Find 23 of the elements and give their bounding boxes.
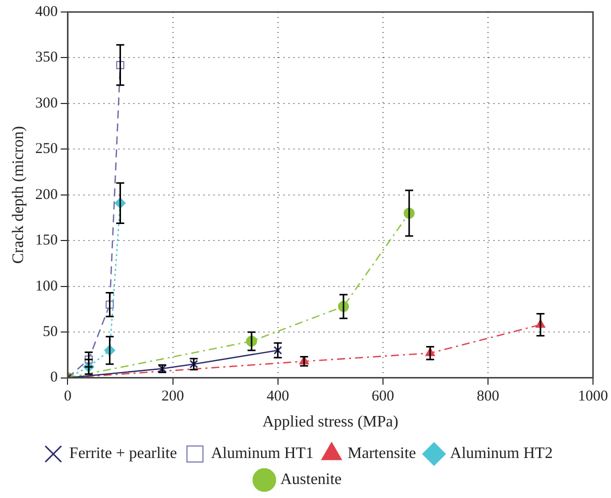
y-tick-label: 300 <box>35 95 58 112</box>
y-tick-label: 400 <box>35 4 58 20</box>
y-tick-label: 0 <box>50 370 58 386</box>
x-tick-label: 1000 <box>578 388 608 405</box>
y-tick-label: 250 <box>35 141 58 158</box>
x-axis-title: Applied stress (MPa) <box>262 414 398 431</box>
legend-label: Aluminum HT1 <box>210 445 314 462</box>
x-tick-label: 200 <box>162 388 184 405</box>
y-tick-label: 50 <box>42 324 58 340</box>
point <box>274 346 282 355</box>
x-tick-label: 400 <box>266 388 290 405</box>
legend-label: Aluminum HT2 <box>450 445 553 462</box>
legend-label: Martensite <box>348 445 416 462</box>
x-tick-label: 800 <box>476 388 500 405</box>
x-tick-label: 0 <box>64 388 72 405</box>
y-tick-label: 200 <box>35 186 58 203</box>
y-tick-label: 100 <box>35 278 58 294</box>
legend-label: Ferrite + pearlite <box>69 445 177 462</box>
y-tick-label: 150 <box>35 232 58 249</box>
legend-label: Austenite <box>280 471 342 488</box>
x-tick-label: 600 <box>372 388 394 405</box>
y-axis-title: Crack depth (micron) <box>10 126 27 264</box>
y-tick-label: 350 <box>35 50 58 66</box>
